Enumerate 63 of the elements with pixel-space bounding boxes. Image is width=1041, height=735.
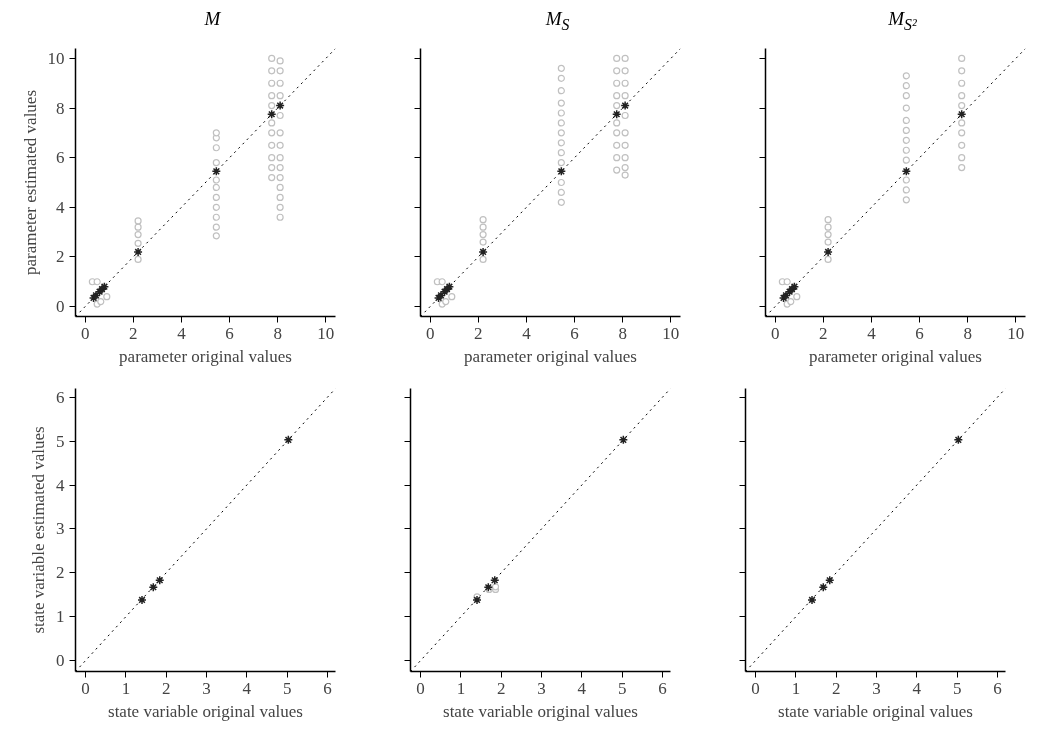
- x-tick-label: 6: [323, 678, 332, 698]
- x-tick-label: 2: [831, 678, 841, 698]
- y-tick-label: 6: [56, 387, 65, 407]
- y-tick-label: 2: [56, 563, 65, 583]
- x-tick-label: 0: [751, 678, 760, 698]
- x-tick-label: 0: [81, 678, 90, 698]
- x-tick-label: 3: [537, 678, 546, 698]
- y-tick-label: 5: [56, 431, 65, 451]
- x-tick-label: 4: [867, 323, 877, 343]
- x-axis-title: state variable original values: [778, 701, 973, 721]
- x-tick-label: 4: [177, 323, 187, 343]
- x-tick-label: 5: [617, 678, 627, 698]
- y-tick-label: 2: [56, 247, 65, 267]
- x-tick-label: 2: [496, 678, 506, 698]
- y-tick-label: 1: [56, 607, 65, 627]
- x-tick-label: 8: [618, 323, 627, 343]
- x-tick-label: 0: [80, 323, 90, 343]
- x-tick-label: 2: [474, 323, 483, 343]
- x-tick-label: 2: [819, 323, 828, 343]
- x-axis-title: parameter original values: [119, 346, 292, 366]
- x-tick-label: 1: [121, 678, 131, 698]
- y-tick-label: 10: [47, 48, 65, 68]
- x-axis-title: state variable original values: [108, 701, 303, 721]
- chart-title: M: [204, 8, 221, 29]
- x-tick-label: 10: [1007, 323, 1025, 343]
- x-axis-title: parameter original values: [809, 346, 982, 366]
- x-tick-label: 2: [129, 323, 138, 343]
- x-tick-label: 0: [770, 323, 780, 343]
- x-tick-label: 6: [225, 323, 234, 343]
- x-tick-label: 4: [242, 678, 252, 698]
- x-tick-label: 10: [662, 323, 680, 343]
- x-tick-label: 3: [202, 678, 211, 698]
- chart-title: M$_{S}$: [545, 8, 570, 33]
- y-tick-label: 8: [56, 98, 65, 118]
- y-axis-title: parameter estimated values: [20, 89, 40, 276]
- x-tick-label: 4: [912, 678, 922, 698]
- y-tick-label: 6: [56, 148, 65, 168]
- x-tick-label: 10: [317, 323, 335, 343]
- x-axis-title: state variable original values: [443, 701, 638, 721]
- x-tick-label: 6: [658, 678, 667, 698]
- x-tick-label: 1: [456, 678, 466, 698]
- y-tick-label: 3: [56, 519, 65, 539]
- x-tick-label: 6: [570, 323, 579, 343]
- x-tick-label: 0: [416, 678, 425, 698]
- x-tick-label: 1: [791, 678, 801, 698]
- x-tick-label: 6: [993, 678, 1002, 698]
- x-tick-label: 6: [915, 323, 924, 343]
- x-tick-label: 0: [425, 323, 435, 343]
- chart-title: M$_{S²}$: [888, 8, 917, 33]
- x-tick-label: 5: [952, 678, 962, 698]
- x-tick-label: 8: [963, 323, 972, 343]
- x-tick-label: 5: [282, 678, 292, 698]
- x-tick-label: 4: [522, 323, 532, 343]
- x-tick-label: 4: [577, 678, 587, 698]
- y-axis-title: state variable estimated values: [29, 426, 48, 634]
- x-tick-label: 8: [273, 323, 282, 343]
- x-axis-title: parameter original values: [464, 346, 637, 366]
- x-tick-label: 2: [161, 678, 171, 698]
- y-tick-label: 0: [56, 651, 65, 671]
- x-tick-label: 3: [872, 678, 881, 698]
- y-tick-label: 4: [56, 475, 65, 495]
- y-tick-label: 4: [56, 197, 65, 217]
- y-tick-label: 0: [56, 297, 65, 317]
